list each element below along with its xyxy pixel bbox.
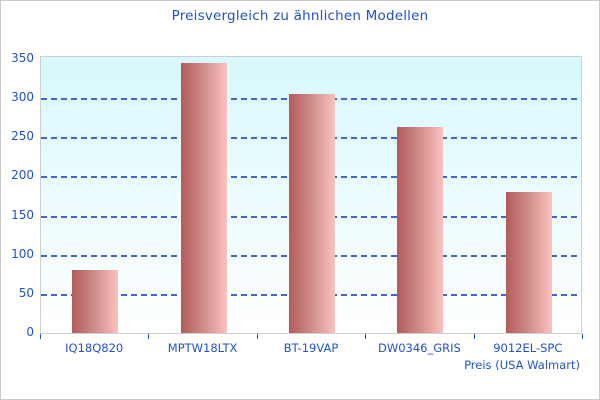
y-axis-label-50: 50: [18, 285, 34, 300]
x-axis-tick-5: [582, 334, 583, 339]
y-axis-label-350: 350: [11, 51, 34, 65]
bar-MPTW18LTX: [180, 62, 227, 333]
x-axis-label-BT-19VAP: BT-19VAP: [283, 341, 339, 355]
x-axis-label-DW0346_GRIS: DW0346_GRIS: [377, 341, 461, 355]
chart-title: Preisvergleich zu ähnlichen Modellen: [171, 8, 429, 24]
bar-DW0346_GRIS: [397, 127, 444, 333]
x-axis-tick-0: [40, 334, 41, 339]
y-axis-label-300: 300: [11, 90, 34, 105]
x-axis-tick-4: [473, 334, 475, 339]
y-axis-label-0: 0: [26, 325, 34, 339]
y-axis-label-250: 250: [11, 129, 34, 144]
x-axis-tick-3: [365, 334, 367, 339]
plot-area: [40, 56, 582, 334]
y-axis-label-150: 150: [11, 207, 34, 222]
y-axis-label-200: 200: [11, 168, 34, 183]
x-axis-label-MPTW18LTX: MPTW18LTX: [167, 341, 238, 355]
bar-9012EL-SPC: [505, 192, 552, 333]
x-axis-label-9012EL-SPC: 9012EL-SPC: [493, 341, 563, 355]
y-axis-label-100: 100: [11, 246, 34, 261]
x-axis-label-IQ18Q820: IQ18Q820: [65, 341, 124, 355]
x-axis-title: Preis (USA Walmart): [464, 358, 580, 372]
x-axis-tick-2: [256, 334, 258, 339]
bar-IQ18Q820: [72, 270, 119, 333]
x-axis-tick-1: [148, 334, 150, 339]
bar-BT-19VAP: [289, 94, 335, 333]
